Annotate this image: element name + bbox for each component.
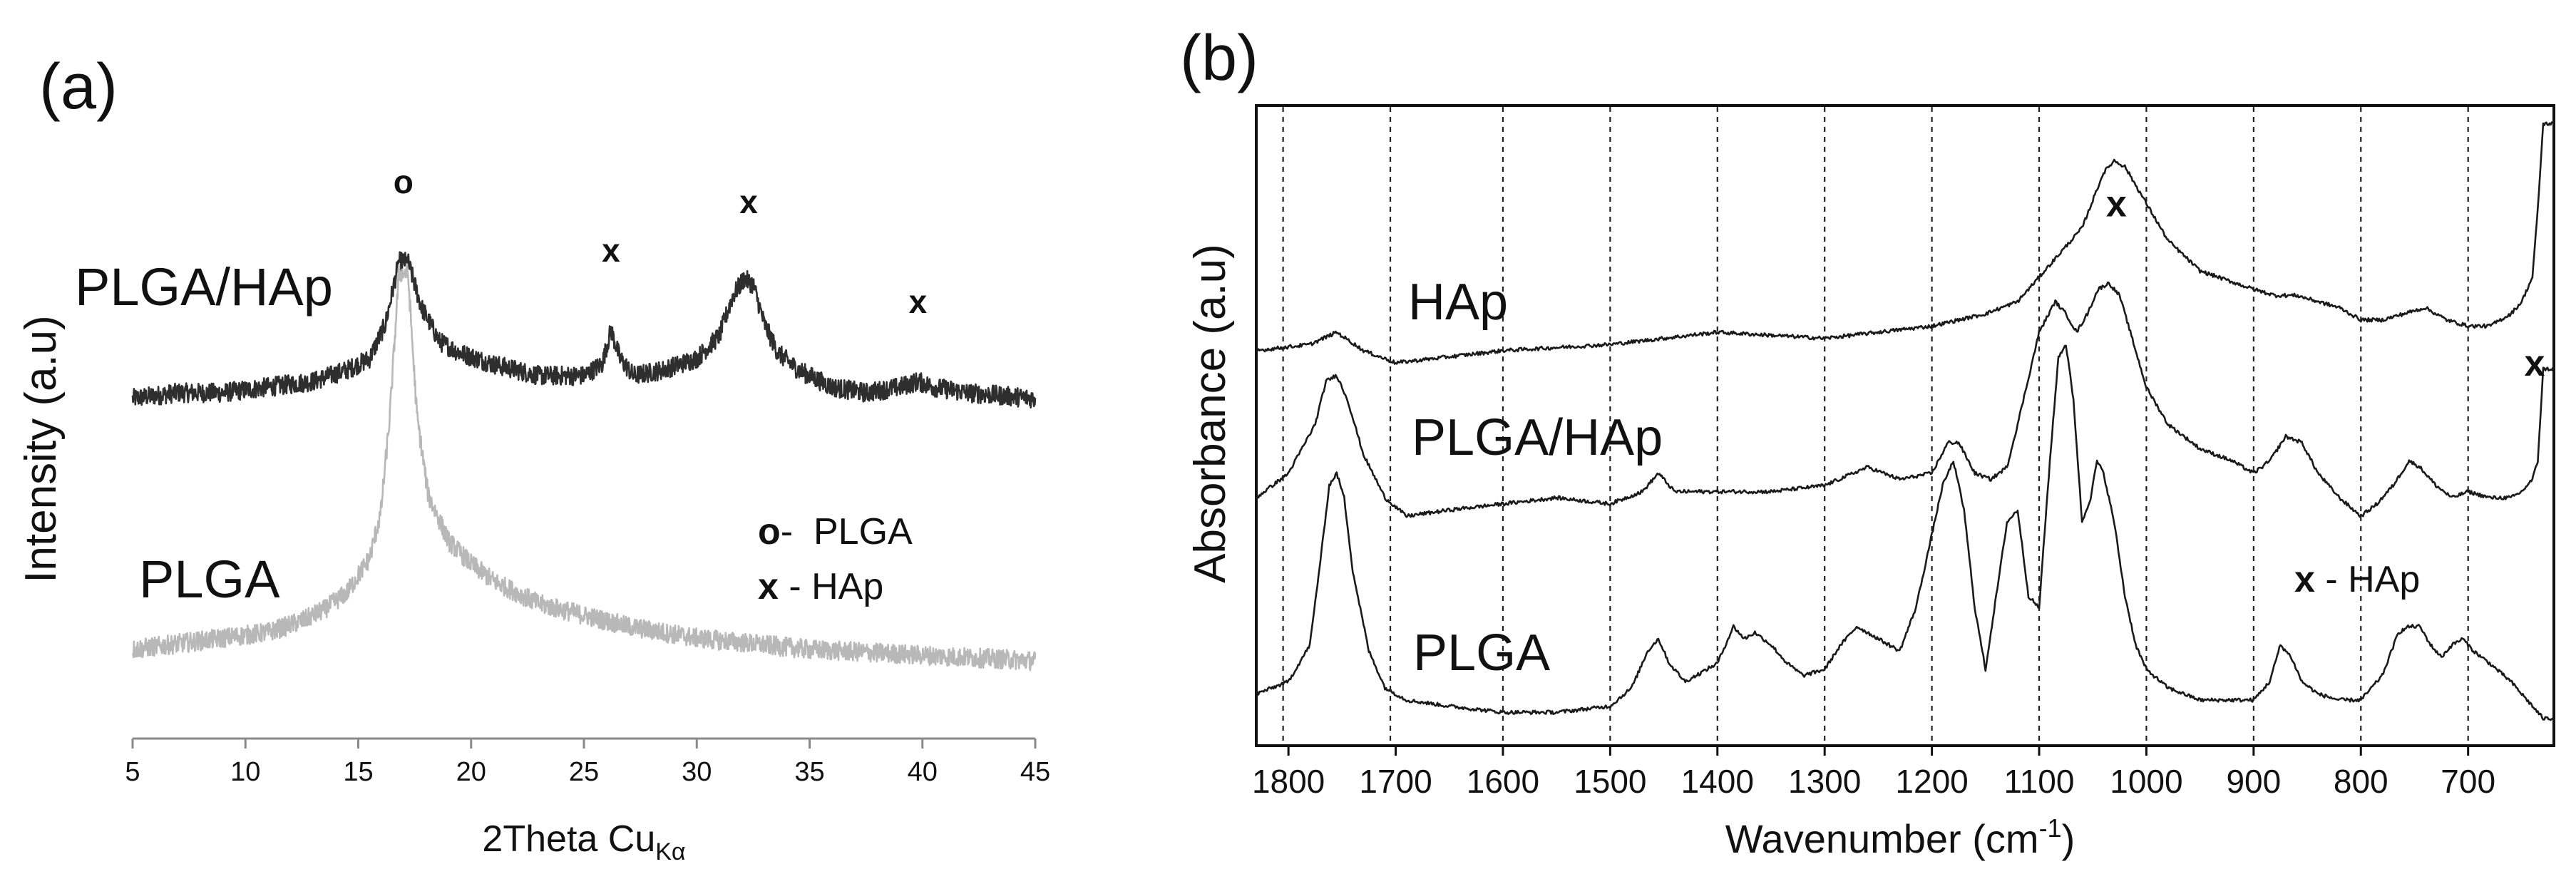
panel-a-ylabel: Intensity (a.u) bbox=[16, 315, 66, 583]
panel-b: (b) Absorbance (a.u) 1800 1700 1600 1500 140… bbox=[1180, 23, 2555, 861]
series-label-plga-a: PLGA bbox=[139, 550, 280, 609]
panel-b-xtick-label: 1200 bbox=[1895, 763, 1968, 800]
peak-marker-a: x bbox=[739, 183, 758, 220]
peak-marker-a: x bbox=[909, 283, 928, 320]
panel-b-label: (b) bbox=[1180, 23, 1258, 94]
peak-marker-a: o bbox=[394, 163, 414, 200]
panel-a-xtick-label: 45 bbox=[1020, 757, 1050, 787]
series-line-hap-b bbox=[1255, 121, 2555, 365]
panel-b-xtick-label: 1800 bbox=[1252, 763, 1325, 800]
series-line-plga-hap-b bbox=[1255, 281, 2555, 518]
legend-a-entry-hap: x - HAp bbox=[758, 566, 883, 607]
series-line-plga-b bbox=[1256, 344, 2555, 721]
panel-b-xtick-label: 1300 bbox=[1788, 763, 1861, 800]
panel-a-xtick-label: 15 bbox=[343, 757, 373, 787]
panel-b-peak-markers: xx bbox=[2106, 183, 2545, 384]
panel-b-xtick-label: 1000 bbox=[2110, 763, 2182, 800]
panel-b-xtick-label: 1600 bbox=[1467, 763, 1539, 800]
panel-a-xtick-label: 5 bbox=[125, 757, 140, 787]
panel-a: (a) Intensity (a.u) 5 10 15 20 25 30 35 40 45 2T… bbox=[16, 51, 1050, 865]
panel-a-xlabel: 2Theta CuKα bbox=[482, 818, 685, 865]
panel-a-xtick-label: 35 bbox=[794, 757, 824, 787]
panel-b-xtick-label: 700 bbox=[2441, 763, 2495, 800]
panel-a-legend: o- PLGA x - HAp bbox=[758, 511, 913, 607]
peak-marker-b: x bbox=[2525, 343, 2545, 384]
peak-marker-b: x bbox=[2106, 183, 2127, 225]
panel-b-xtick-label: 800 bbox=[2334, 763, 2388, 800]
panel-a-series bbox=[131, 251, 1037, 672]
panel-a-peak-markers: o x x x bbox=[394, 163, 928, 320]
panel-b-frame bbox=[1255, 104, 2555, 747]
legend-a-entry-plga: o- PLGA bbox=[758, 511, 913, 552]
panel-b-xtick-label: 1700 bbox=[1359, 763, 1432, 800]
series-label-plga-hap-b: PLGA/HAp bbox=[1412, 409, 1663, 466]
panel-b-xtick-label: 1400 bbox=[1681, 763, 1754, 800]
legend-b-entry-hap: x - HAp bbox=[2294, 559, 2420, 600]
panel-a-xtick-label: 10 bbox=[230, 757, 260, 787]
panel-b-xlabel: Wavenumber (cm-1) bbox=[1725, 813, 2075, 861]
panel-a-xticks: 5 10 15 20 25 30 35 40 45 bbox=[125, 739, 1050, 787]
series-label-plga-b: PLGA bbox=[1413, 624, 1550, 682]
peak-marker-a: x bbox=[602, 232, 620, 269]
panel-a-xtick-label: 30 bbox=[682, 757, 712, 787]
series-label-hap-b: HAp bbox=[1408, 274, 1508, 331]
panel-a-label: (a) bbox=[39, 51, 118, 123]
series-line-plga-hap-a bbox=[131, 251, 1037, 408]
panel-b-xticks: 1800 1700 1600 1500 1400 1300 1200 1100 1000 900 8… bbox=[1252, 746, 2495, 800]
panel-a-xtick-label: 20 bbox=[456, 757, 486, 787]
panel-b-xtick-label: 1100 bbox=[2004, 763, 2075, 800]
panel-b-series bbox=[1255, 121, 2555, 721]
panel-a-xtick-label: 25 bbox=[569, 757, 599, 787]
panel-a-xtick-label: 40 bbox=[908, 757, 938, 787]
series-label-plga-hap-a: PLGA/HAp bbox=[75, 257, 333, 317]
panel-b-ylabel: Absorbance (a.u) bbox=[1186, 244, 1235, 583]
series-line-plga-a bbox=[131, 263, 1037, 672]
panel-b-xtick-label: 900 bbox=[2226, 763, 2281, 800]
panel-b-gridlines bbox=[1282, 107, 2469, 744]
panel-b-xtick-label: 1500 bbox=[1574, 763, 1646, 800]
